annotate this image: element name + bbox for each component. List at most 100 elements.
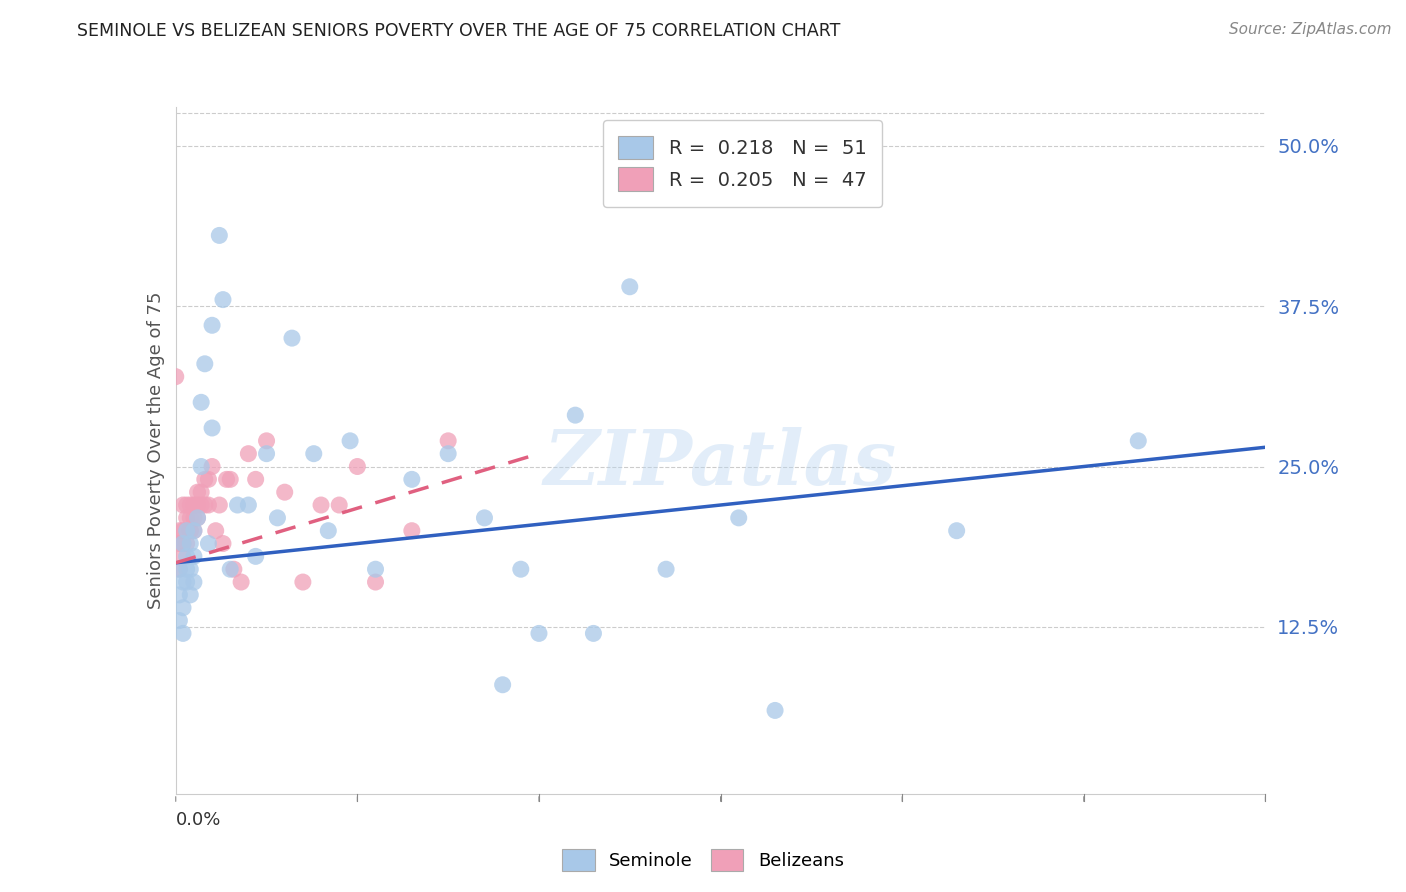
Point: [183, 524, 205, 538]
Point: [172, 536, 194, 550]
Legend: Seminole, Belizeans: Seminole, Belizeans: [555, 842, 851, 879]
Point: [194, 472, 217, 486]
Point: [291, 575, 314, 590]
Point: [201, 318, 224, 333]
Point: [179, 524, 201, 538]
Point: [169, 562, 191, 576]
Point: [266, 511, 288, 525]
Point: [219, 562, 242, 576]
Point: [245, 549, 267, 564]
Point: [186, 485, 209, 500]
Point: [231, 575, 253, 590]
Point: [474, 511, 496, 525]
Point: [176, 524, 198, 538]
Point: [197, 472, 219, 486]
Point: [186, 498, 209, 512]
Point: [256, 447, 278, 461]
Point: [281, 331, 304, 345]
Point: [172, 549, 194, 564]
Point: [619, 279, 641, 293]
Point: [204, 524, 226, 538]
Point: [179, 524, 201, 538]
Point: [169, 614, 191, 628]
Point: [437, 447, 460, 461]
Point: [172, 498, 194, 512]
Point: [256, 434, 278, 448]
Point: [179, 511, 201, 525]
Point: [186, 511, 209, 525]
Point: [176, 549, 198, 564]
Point: [176, 536, 198, 550]
Point: [190, 485, 212, 500]
Point: [165, 369, 187, 384]
Point: [208, 228, 231, 243]
Point: [186, 511, 209, 525]
Point: [176, 511, 198, 525]
Point: [339, 434, 361, 448]
Point: [176, 575, 198, 590]
Point: [176, 498, 198, 512]
Point: [509, 562, 531, 576]
Point: [364, 562, 387, 576]
Point: [222, 562, 245, 576]
Point: [183, 498, 205, 512]
Point: [183, 549, 205, 564]
Point: [197, 498, 219, 512]
Point: [302, 447, 325, 461]
Point: [169, 562, 191, 576]
Point: [176, 524, 198, 538]
Point: [172, 524, 194, 538]
Point: [201, 421, 224, 435]
Text: Source: ZipAtlas.com: Source: ZipAtlas.com: [1229, 22, 1392, 37]
Point: [179, 498, 201, 512]
Point: [492, 678, 515, 692]
Point: [183, 524, 205, 538]
Legend: R =  0.218   N =  51, R =  0.205   N =  47: R = 0.218 N = 51, R = 0.205 N = 47: [603, 120, 882, 207]
Point: [309, 498, 332, 512]
Point: [208, 498, 231, 512]
Point: [215, 472, 238, 486]
Point: [212, 536, 235, 550]
Point: [190, 459, 212, 474]
Point: [176, 562, 198, 576]
Point: [328, 498, 350, 512]
Point: [527, 626, 550, 640]
Point: [172, 536, 194, 550]
Point: [226, 498, 249, 512]
Point: [238, 498, 260, 512]
Point: [364, 575, 387, 590]
Point: [169, 536, 191, 550]
Point: [179, 536, 201, 550]
Point: [183, 575, 205, 590]
Point: [1128, 434, 1150, 448]
Point: [194, 498, 217, 512]
Point: [169, 524, 191, 538]
Y-axis label: Seniors Poverty Over the Age of 75: Seniors Poverty Over the Age of 75: [146, 292, 165, 609]
Point: [190, 395, 212, 409]
Point: [727, 511, 749, 525]
Point: [582, 626, 605, 640]
Point: [219, 472, 242, 486]
Point: [245, 472, 267, 486]
Point: [201, 459, 224, 474]
Point: [172, 575, 194, 590]
Text: 0.0%: 0.0%: [176, 811, 221, 829]
Point: [437, 434, 460, 448]
Point: [169, 588, 191, 602]
Text: ZIPatlas: ZIPatlas: [544, 427, 897, 501]
Point: [179, 562, 201, 576]
Point: [172, 626, 194, 640]
Point: [945, 524, 967, 538]
Point: [318, 524, 340, 538]
Point: [212, 293, 235, 307]
Point: [183, 511, 205, 525]
Point: [190, 498, 212, 512]
Point: [194, 357, 217, 371]
Point: [346, 459, 368, 474]
Point: [401, 524, 423, 538]
Point: [197, 536, 219, 550]
Point: [763, 703, 786, 717]
Point: [179, 588, 201, 602]
Point: [172, 600, 194, 615]
Text: SEMINOLE VS BELIZEAN SENIORS POVERTY OVER THE AGE OF 75 CORRELATION CHART: SEMINOLE VS BELIZEAN SENIORS POVERTY OVE…: [77, 22, 841, 40]
